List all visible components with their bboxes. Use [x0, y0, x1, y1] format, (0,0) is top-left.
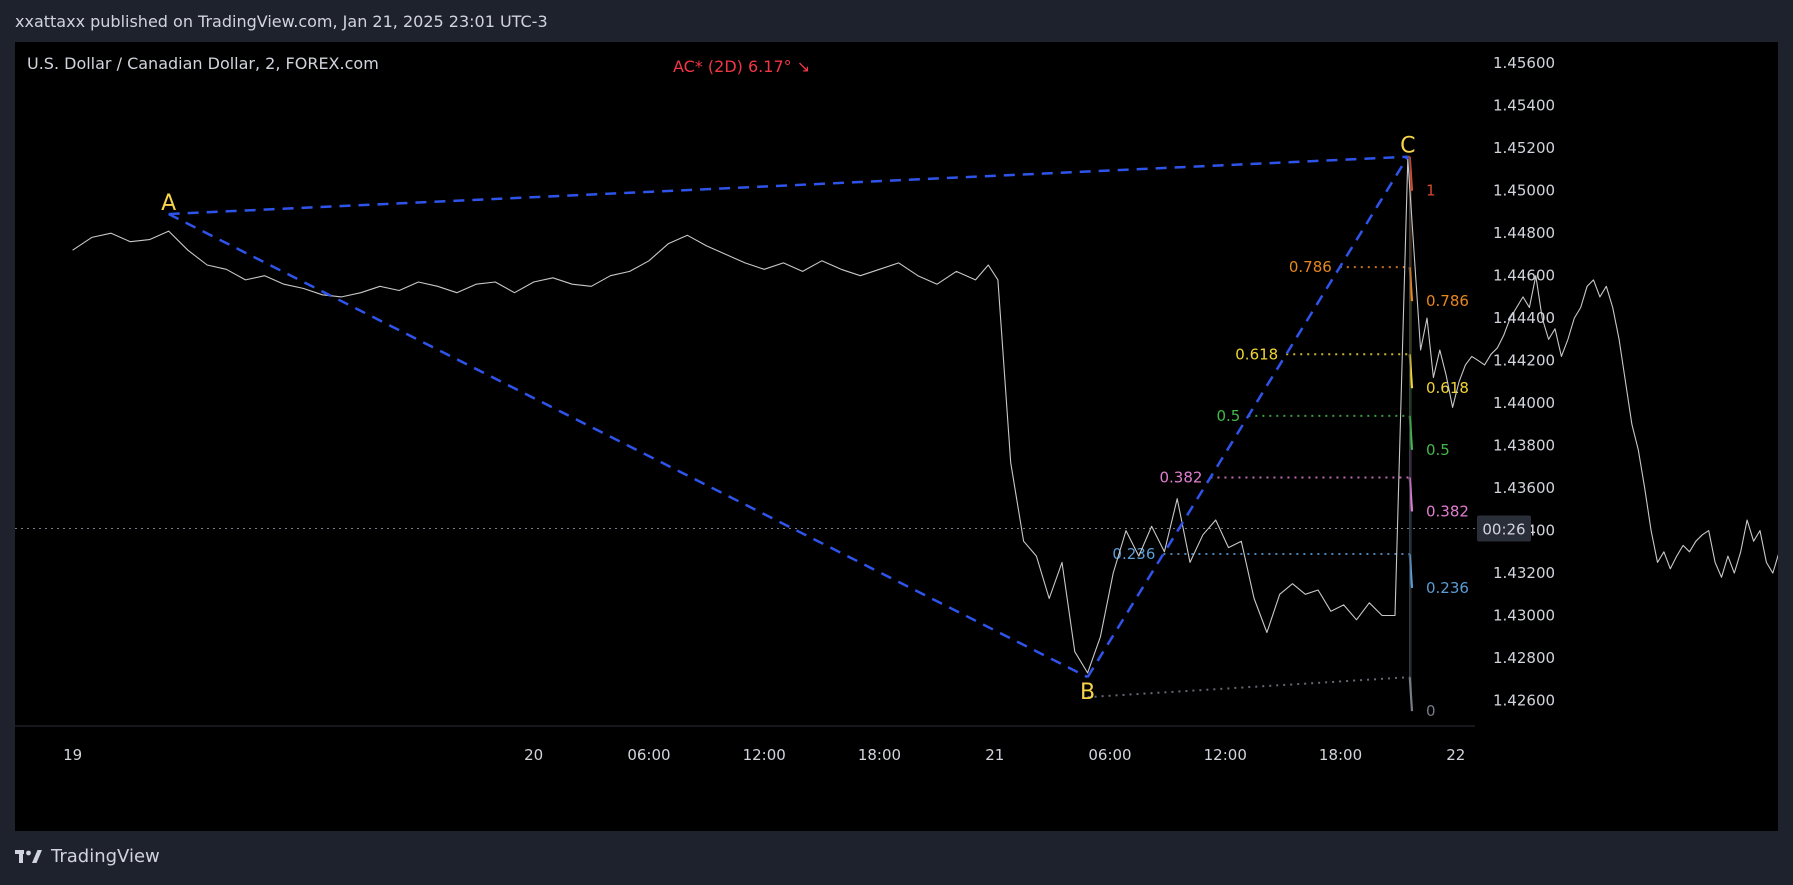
chart-canvas[interactable]: 0.2360.3820.50.6180.78600.2360.3820.50.6… [15, 42, 1778, 831]
price-axis-tick: 1.44400 [1493, 309, 1555, 327]
publish-line: xxattaxx published on TradingView.com, J… [15, 12, 548, 31]
time-axis-tick: 18:00 [858, 746, 901, 764]
fib-zone-fill [1409, 553, 1412, 712]
pattern-point-label: C [1400, 134, 1415, 159]
price-axis-tick: 1.45000 [1493, 182, 1555, 200]
fib-guide-label: 0.382 [1159, 468, 1202, 486]
pattern-leg-line [1086, 156, 1409, 678]
price-axis-tick: 1.44800 [1493, 224, 1555, 242]
time-axis-tick: 20 [524, 746, 543, 764]
price-badge-bg [1477, 515, 1531, 542]
price-axis-tick: 1.44600 [1493, 267, 1555, 285]
fib-guide-label: 0.618 [1235, 345, 1278, 363]
fib-level-label: 0 [1426, 702, 1436, 720]
fib-guide-label: 0.786 [1289, 258, 1332, 276]
price-axis-tick: 1.42600 [1493, 692, 1555, 710]
pattern-leg-line [168, 155, 1408, 216]
pattern-point-label: B [1080, 680, 1095, 705]
price-axis-tick: 1.45400 [1493, 97, 1555, 115]
time-axis-tick: 21 [985, 746, 1004, 764]
price-axis-panel [1475, 42, 1778, 831]
price-axis-tick: 1.43800 [1493, 437, 1555, 455]
tradingview-icon [15, 849, 42, 863]
time-axis-tick: 22 [1446, 746, 1465, 764]
angle-annotation: AC* (2D) 6.17° ↘ [673, 57, 810, 76]
time-axis-tick: 19 [63, 746, 82, 764]
price-axis-tick: 1.44200 [1493, 352, 1555, 370]
price-axis-tick: 1.43600 [1493, 479, 1555, 497]
fib-guide-label: 0.236 [1112, 545, 1155, 563]
fib-level-label: 1 [1426, 182, 1436, 200]
symbol-title[interactable]: U.S. Dollar / Canadian Dollar, 2, FOREX.… [27, 54, 379, 73]
pattern-point-label: A [161, 191, 176, 216]
fib-level-label: 0.5 [1426, 441, 1450, 459]
chart-frame[interactable]: 0.236 0.382 0.5 0.618 0.786 0 0.236 0.382 0.5 0.6… [15, 42, 1778, 831]
price-axis-tick: 1.44000 [1493, 394, 1555, 412]
price-series-line [72, 158, 1778, 674]
time-axis-tick: 06:00 [627, 746, 670, 764]
price-axis-tick: 1.45600 [1493, 54, 1555, 72]
time-axis-tick: 12:00 [1204, 746, 1247, 764]
fib-level-line [1408, 677, 1414, 712]
tradingview-logo[interactable]: TradingView [15, 846, 160, 867]
price-axis-tick: 1.45200 [1493, 139, 1555, 157]
time-axis-tick: 06:00 [1088, 746, 1131, 764]
time-axis-tick: 12:00 [743, 746, 786, 764]
footer-bar: TradingView [0, 831, 1793, 885]
fib-level-label: 0.382 [1426, 502, 1469, 520]
price-axis-tick: 1.42800 [1493, 649, 1555, 667]
fib-dotted-guide [1087, 676, 1410, 699]
fib-guide-label: 0.5 [1216, 407, 1240, 425]
price-badge-label: 00:26 [1482, 520, 1525, 538]
publish-header: xxattaxx published on TradingView.com, J… [0, 0, 1793, 42]
brand-label: TradingView [51, 846, 160, 867]
fib-level-label: 0.236 [1426, 579, 1469, 597]
price-axis-tick: 1.43000 [1493, 607, 1555, 625]
time-axis-tick: 18:00 [1319, 746, 1362, 764]
fib-level-label: 0.786 [1426, 292, 1469, 310]
pattern-leg-line [168, 212, 1089, 679]
price-axis-tick: 1.43200 [1493, 564, 1555, 582]
